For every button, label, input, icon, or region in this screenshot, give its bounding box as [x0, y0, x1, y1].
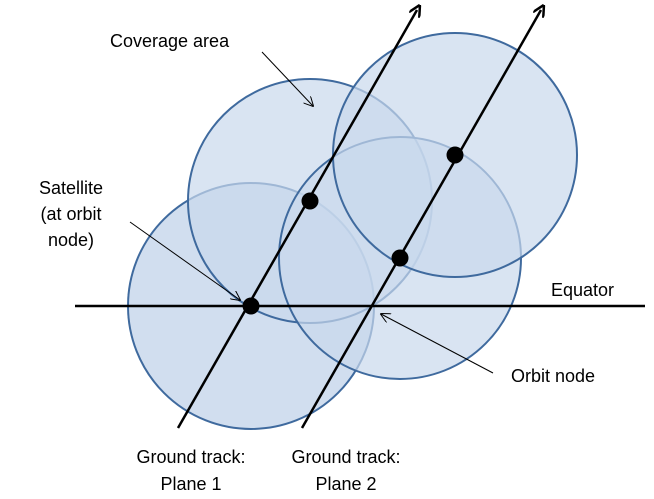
- ground-track-plane-2-label-line2: Plane 2: [315, 474, 376, 494]
- orbit-node-arrow: [381, 314, 494, 374]
- coverage-area-arrow: [261, 51, 313, 106]
- orbit-node-label: Orbit node: [511, 366, 595, 386]
- satellite-label-line2: (at orbit: [40, 204, 101, 224]
- satellite-label-line3: node): [48, 230, 94, 250]
- ground-track-plane-1-label-line2: Plane 1: [160, 474, 221, 494]
- satellite-dot: [301, 192, 319, 210]
- satellite-dot: [446, 146, 464, 164]
- satellites: [242, 146, 464, 315]
- satellite-label-line1: Satellite: [39, 178, 103, 198]
- ground-track-plane-2: [300, 10, 541, 429]
- equator-label: Equator: [551, 280, 614, 300]
- ground-track-plane-1: [176, 10, 417, 429]
- ground-track-plane-2-label-line1: Ground track:: [291, 447, 400, 467]
- coverage-circles: [127, 32, 578, 430]
- satellite-dot: [242, 297, 260, 315]
- satellite-arrow: [129, 221, 240, 300]
- coverage-area-label: Coverage area: [110, 31, 230, 51]
- satellite-dot: [391, 249, 409, 267]
- ground-track-plane-1-label-line1: Ground track:: [136, 447, 245, 467]
